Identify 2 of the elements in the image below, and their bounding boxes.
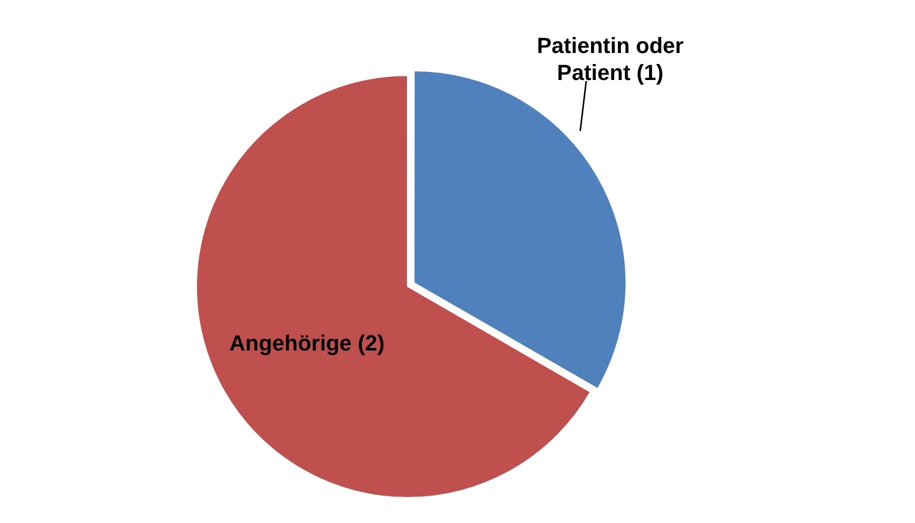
slice-label: Angehörige (2): [229, 330, 385, 356]
slice-label: Patientin oder Patient (1): [536, 33, 684, 86]
